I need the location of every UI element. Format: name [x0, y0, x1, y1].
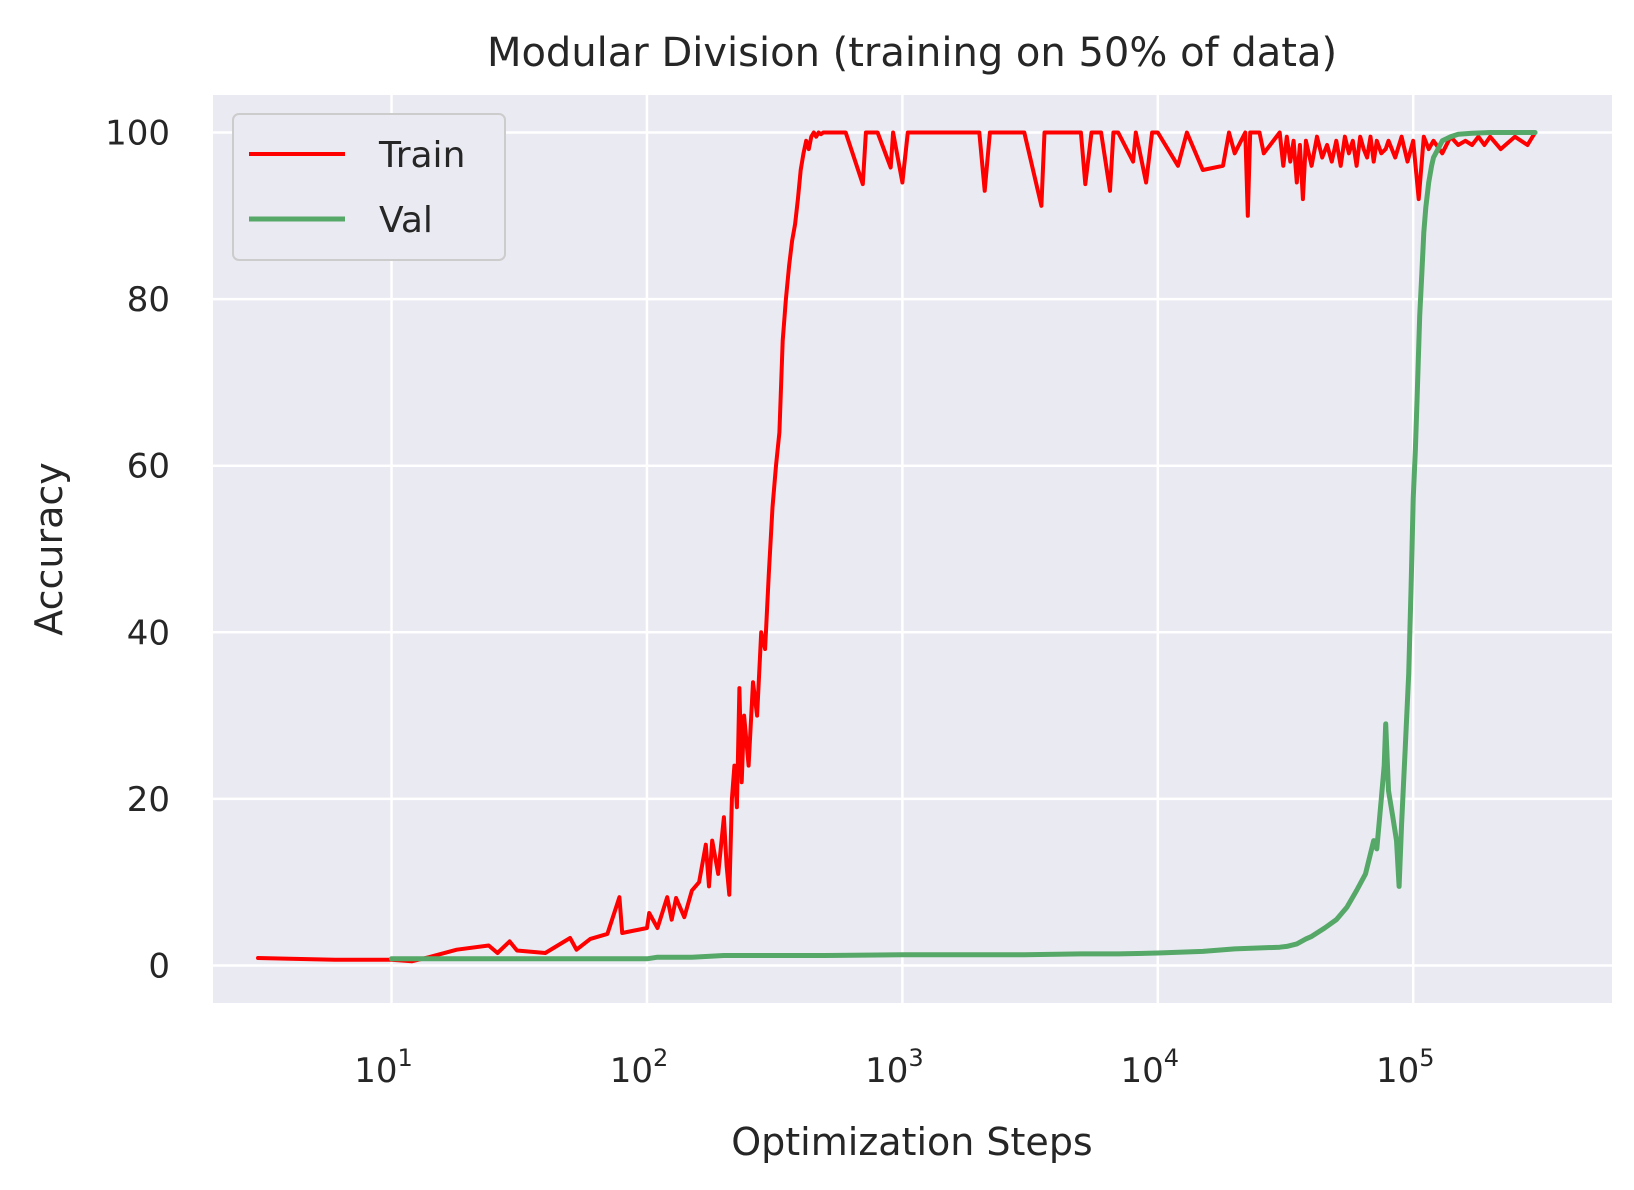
legend-box — [232, 113, 506, 261]
y-tick-label: 40 — [127, 613, 170, 653]
y-tick-label: 0 — [148, 947, 170, 987]
val-line — [389, 130, 1538, 962]
y-axis-title: Accuracy — [27, 462, 71, 636]
y-tick-label: 100 — [105, 113, 170, 153]
y-tick-labels: 0 20 40 60 80 100 — [105, 113, 170, 986]
x-tick-label: 105 — [1376, 1044, 1435, 1091]
train-line — [256, 130, 1538, 964]
legend-train-label: Train — [378, 135, 465, 176]
x-tick-label: 101 — [354, 1044, 413, 1091]
y-tick-label: 60 — [127, 447, 170, 487]
y-tick-label: 80 — [127, 280, 170, 320]
y-tick-label: 20 — [127, 780, 170, 820]
x-tick-label: 103 — [865, 1044, 924, 1091]
legend-val-label: Val — [379, 200, 433, 241]
x-axis-title: Optimization Steps — [731, 1120, 1092, 1164]
x-tick-label: 102 — [610, 1044, 669, 1091]
chart-title: Modular Division (training on 50% of dat… — [487, 30, 1337, 76]
legend: Train Val — [232, 113, 506, 261]
series-layer — [256, 130, 1538, 964]
x-tick-labels: 101 102 103 104 105 — [354, 1044, 1434, 1091]
x-tick-label: 104 — [1121, 1044, 1180, 1091]
